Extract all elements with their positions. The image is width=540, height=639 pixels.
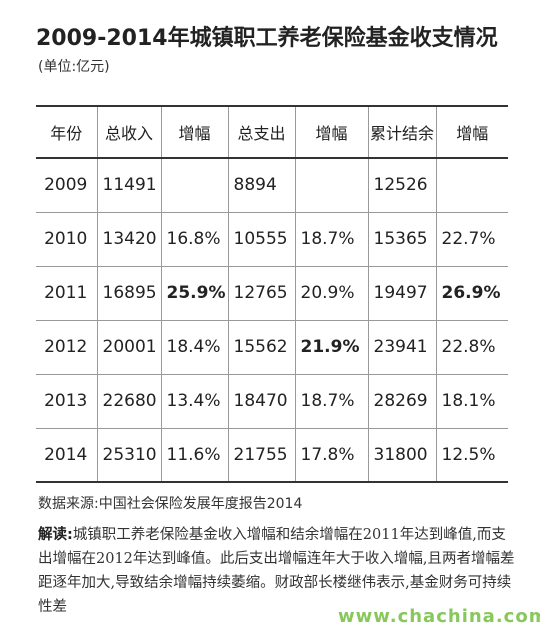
cell-year: 2010	[44, 229, 88, 249]
cell-income-growth: 18.4%	[160, 320, 228, 374]
cell-expense: 18470	[227, 374, 295, 428]
cell-expense-growth: 17.8%	[294, 428, 368, 482]
cell-expense: 12765	[227, 266, 295, 320]
cell-expense-growth: 18.7%	[294, 374, 368, 428]
cell-balance: 19497	[367, 266, 436, 320]
header-income-growth: 增幅	[160, 106, 228, 158]
data-source: 数据来源:中国社会保险发展年度报告2014	[38, 496, 303, 512]
table-row: 2009 11491 8894 12526	[36, 158, 508, 212]
cell-year: 2009	[44, 175, 88, 196]
cell-income: 16895	[96, 266, 161, 320]
cell-balance-growth-peak: 26.9%	[435, 266, 508, 320]
watermark-url: www.chachina.com	[338, 606, 540, 627]
cell-balance: 28269	[367, 374, 436, 428]
cell-expense-growth	[294, 158, 368, 212]
interpretation-note: 解读:城镇职工养老保险基金收入增幅和结余增幅在2011年达到峰值,而支出增幅在2…	[38, 523, 516, 619]
cell-expense: 10555	[227, 212, 295, 266]
cell-balance: 31800	[367, 428, 436, 482]
cell-year: 2014	[44, 444, 88, 465]
table-header-row: 年份 总收入 增幅 总支出 增幅 累计结余 增幅	[36, 106, 508, 158]
note-text: 城镇职工养老保险基金收入增幅和结余增幅在2011年达到峰值,而支出增幅在2012…	[38, 527, 515, 615]
header-total-income: 总收入	[96, 106, 161, 158]
table-row: 2012 20001 18.4% 15562 21.9% 23941 22.8%	[36, 320, 508, 374]
cell-expense: 8894	[227, 158, 295, 212]
cell-balance-growth: 12.5%	[435, 428, 508, 482]
cell-expense-growth-peak: 21.9%	[294, 320, 368, 374]
cell-expense-growth: 20.9%	[294, 266, 368, 320]
header-year: 年份	[50, 124, 83, 143]
cell-income: 13420	[96, 212, 161, 266]
cell-expense: 15562	[227, 320, 295, 374]
table-row: 2011 16895 25.9% 12765 20.9% 19497 26.9%	[36, 266, 508, 320]
cell-balance-growth: 18.1%	[435, 374, 508, 428]
header-cumulative-balance: 累计结余	[367, 106, 436, 158]
header-total-expense: 总支出	[227, 106, 295, 158]
header-balance-growth: 增幅	[435, 106, 508, 158]
cell-income: 25310	[96, 428, 161, 482]
page-title: 2009-2014年城镇职工养老保险基金收支情况	[36, 26, 498, 51]
cell-balance-growth: 22.8%	[435, 320, 508, 374]
cell-year: 2013	[44, 391, 88, 411]
cell-balance: 12526	[367, 158, 436, 212]
cell-income-growth: 16.8%	[160, 212, 228, 266]
cell-income: 20001	[96, 320, 161, 374]
cell-balance-growth	[435, 158, 508, 212]
cell-income-growth: 13.4%	[160, 374, 228, 428]
unit-label: (单位:亿元)	[38, 59, 110, 75]
note-lead: 解读:	[38, 527, 73, 543]
data-table: 年份 总收入 增幅 总支出 增幅 累计结余 增幅 2009 11491 8894…	[36, 105, 508, 483]
cell-balance: 15365	[367, 212, 436, 266]
cell-balance-growth: 22.7%	[435, 212, 508, 266]
cell-year: 2011	[44, 283, 88, 303]
table-row: 2013 22680 13.4% 18470 18.7% 28269 18.1%	[36, 374, 508, 428]
cell-income-growth-peak: 25.9%	[160, 266, 228, 320]
cell-income-growth	[160, 158, 228, 212]
table-row: 2010 13420 16.8% 10555 18.7% 15365 22.7%	[36, 212, 508, 266]
cell-expense: 21755	[227, 428, 295, 482]
cell-income: 11491	[96, 158, 161, 212]
cell-expense-growth: 18.7%	[294, 212, 368, 266]
table-row: 2014 25310 11.6% 21755 17.8% 31800 12.5%	[36, 428, 508, 482]
cell-income: 22680	[96, 374, 161, 428]
cell-balance: 23941	[367, 320, 436, 374]
cell-income-growth: 11.6%	[160, 428, 228, 482]
header-expense-growth: 增幅	[294, 106, 368, 158]
cell-year: 2012	[44, 337, 88, 357]
